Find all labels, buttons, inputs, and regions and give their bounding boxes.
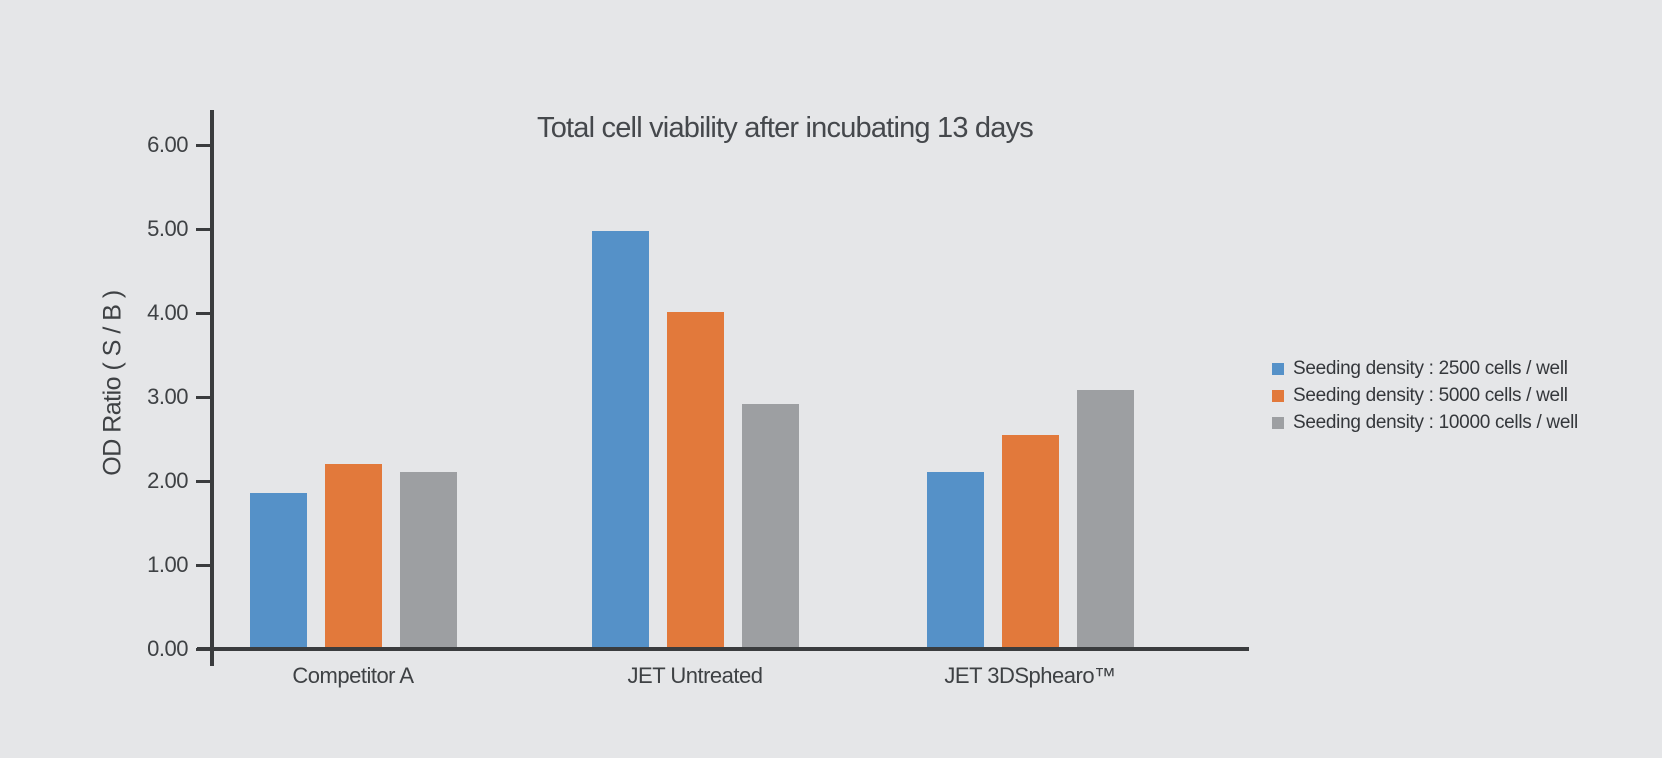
legend-label: Seeding density : 2500 cells / well	[1293, 357, 1568, 379]
bar-category3-series3	[1076, 389, 1134, 647]
bar-category1-series2	[324, 463, 382, 647]
y-tick-label: 5.00	[147, 216, 188, 241]
y-tick-mark	[196, 311, 212, 315]
legend-item: Seeding density : 2500 cells / well	[1272, 355, 1578, 382]
y-tick-mark	[196, 227, 212, 231]
bar-category1-series3	[399, 472, 457, 647]
legend-swatch-icon	[1272, 389, 1284, 402]
y-tick-mark	[196, 395, 212, 399]
bar-category3-series2	[1001, 435, 1059, 647]
bar-category3-series1	[926, 472, 984, 647]
y-tick-label: 3.00	[147, 384, 188, 409]
x-category-label: JET 3DSphearo™	[944, 663, 1116, 688]
bar-category2-series3	[741, 404, 799, 647]
legend-label: Seeding density : 10000 cells / well	[1293, 411, 1578, 433]
y-tick-label: 6.00	[147, 132, 188, 157]
legend-swatch-icon	[1272, 362, 1284, 375]
bar-category2-series1	[591, 231, 649, 647]
y-tick-mark	[196, 143, 212, 147]
legend: Seeding density : 2500 cells / well Seedi…	[1272, 355, 1578, 436]
chart-title: Total cell viability after incubating 13…	[537, 112, 1034, 144]
y-tick-mark	[196, 647, 212, 651]
y-tick-mark	[196, 563, 212, 567]
y-tick-label: 4.00	[147, 300, 188, 325]
y-tick-label: 1.00	[147, 552, 188, 577]
y-axis-line	[210, 110, 214, 666]
x-axis-line	[197, 647, 1249, 651]
legend-item: Seeding density : 5000 cells / well	[1272, 382, 1578, 409]
x-category-label: JET Untreated	[627, 663, 763, 688]
bar-category1-series1	[249, 493, 307, 647]
y-tick-mark	[196, 479, 212, 483]
legend-swatch-icon	[1272, 416, 1284, 429]
y-tick-label: 0.00	[147, 636, 188, 661]
bar-category2-series2	[666, 311, 724, 647]
legend-item: Seeding density : 10000 cells / well	[1272, 409, 1578, 436]
legend-label: Seeding density : 5000 cells / well	[1293, 384, 1568, 406]
y-tick-label: 2.00	[147, 468, 188, 493]
x-category-label: Competitor A	[292, 663, 414, 688]
